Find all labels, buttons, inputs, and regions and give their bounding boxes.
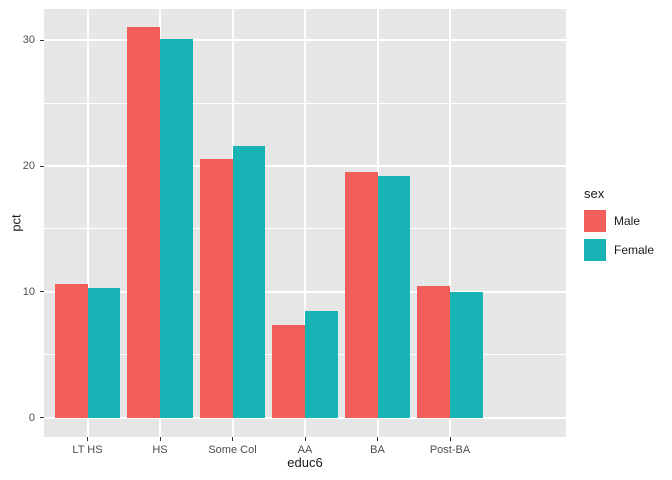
x-tick-mark [304,437,306,441]
bar-female-5 [450,291,483,418]
bar-female-2 [232,146,266,418]
x-tick-label: BA [370,444,385,456]
plot-panel [44,9,566,437]
legend-swatch-male-icon [584,210,606,232]
x-tick-label: Post-BA [429,444,471,456]
x-tick-mark [232,437,233,441]
x-tick-label: LT HS [72,444,103,456]
bar-male-3 [272,324,305,418]
x-tick-mark [159,437,161,441]
x-tick-label: AA [297,444,313,456]
bar-male-1 [127,26,160,418]
x-tick-mark [377,437,378,441]
legend-key-male: Male [584,210,654,232]
bar-male-2 [199,158,233,418]
gridline-major-x [304,9,306,437]
bar-female-0 [87,288,121,418]
y-tick-mark [40,165,44,167]
x-tick-mark [449,437,451,441]
legend-title: sex [584,186,605,201]
y-tick-mark [40,39,44,41]
bar-female-1 [160,39,193,418]
gridline-major-x [449,9,451,437]
legend-label-female: Female [614,243,655,257]
bar-male-5 [417,285,450,418]
legend-swatch-female-icon [584,239,606,261]
x-tick-label: Some Col [208,444,257,456]
y-tick-label: 10 [22,285,35,298]
x-tick-label: HS [152,444,168,456]
legend-key-female: Female [584,239,654,261]
y-tick-mark [40,291,44,293]
bar-female-4 [377,176,411,418]
x-tick-mark [87,437,88,441]
y-tick-label: 30 [22,34,35,47]
legend: sex Male Female [584,186,654,268]
y-axis-title: pct [8,214,24,232]
y-tick-mark [40,417,44,419]
y-tick-label: 0 [28,411,35,424]
bar-female-3 [305,310,338,418]
x-axis-title: educ6 [287,455,323,470]
y-tick-label: 20 [22,160,35,173]
bar-male-4 [344,172,378,418]
bar-male-0 [54,284,88,418]
legend-label-male: Male [614,214,641,228]
gridline-major-x [86,9,89,437]
